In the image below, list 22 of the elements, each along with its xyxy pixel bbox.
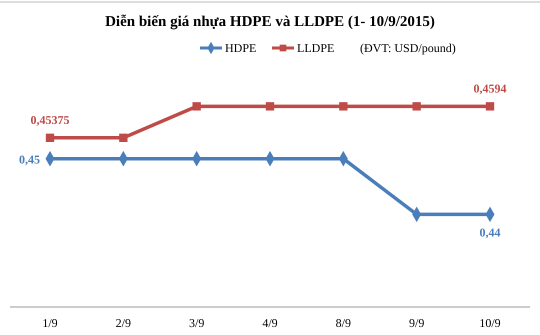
text: (ĐVT: USD/pound) <box>360 41 456 55</box>
x-tick-label: 2/9 <box>116 316 132 330</box>
point <box>412 102 421 111</box>
data-label: 0,44 <box>480 225 500 240</box>
point <box>119 134 128 142</box>
legend-label: HDPE <box>225 41 256 55</box>
point <box>46 134 54 142</box>
x-tick-label: 8/9 <box>336 316 352 330</box>
chart-title: Diễn biến giá nhựa HDPE và LLDPE (1- 10/9/2015) <box>105 14 435 30</box>
x-tick-label: 9/9 <box>408 316 424 330</box>
point <box>486 102 494 111</box>
legend-label: LLDPE <box>297 41 334 55</box>
x-tick-label: 1/9 <box>42 316 58 330</box>
point <box>339 102 348 111</box>
data-label: 0,45375 <box>30 112 70 127</box>
x-tick-label: 3/9 <box>188 316 204 330</box>
x-tick-label: 4/9 <box>262 316 278 330</box>
point <box>192 102 201 111</box>
data-label: 0,45 <box>19 152 40 167</box>
data-label: 0,4594 <box>474 81 506 96</box>
x-tick-label: 10/9 <box>479 316 501 330</box>
point <box>266 102 274 111</box>
